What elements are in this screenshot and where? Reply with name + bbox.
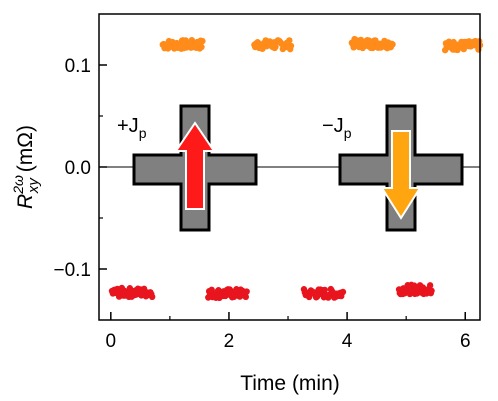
x-tick-label: 2 <box>224 331 235 352</box>
device-left: +Jp <box>117 104 258 232</box>
x-tick-label: 4 <box>342 331 353 352</box>
data-point <box>242 293 250 301</box>
data-point <box>286 37 293 44</box>
x-tick-label: 0 <box>106 331 117 352</box>
arrow-up-icon <box>174 121 216 210</box>
data-segment <box>441 37 484 54</box>
y-axis-label: R2ωxy (mΩ) <box>10 125 42 209</box>
data-point <box>287 42 295 50</box>
data-segment <box>348 35 396 52</box>
device-right: −Jp <box>322 104 464 232</box>
y-tick-label: 0.1 <box>65 56 91 77</box>
data-point <box>389 41 396 48</box>
data-point <box>321 286 328 294</box>
data-segment <box>300 285 347 301</box>
data-point <box>426 282 434 289</box>
data-segment <box>108 284 156 301</box>
y-tick-label: 0.0 <box>65 158 91 179</box>
data-segment <box>205 286 250 301</box>
arrow-down-icon <box>380 130 422 220</box>
data-segment <box>159 36 206 52</box>
annotation-minus-jp: −Jp <box>322 115 352 141</box>
data-series <box>108 35 484 301</box>
y-tick-label: −0.1 <box>53 260 91 281</box>
data-point <box>339 288 347 296</box>
annotation-plus-jp: +Jp <box>117 115 147 141</box>
data-segment <box>251 37 295 53</box>
data-point <box>428 287 435 294</box>
data-segment <box>395 281 435 298</box>
x-tick-label: 6 <box>460 331 471 352</box>
axis-ticks: 0 2 4 6 −0.1 0.0 0.1 <box>53 56 470 352</box>
x-axis-label: Time (min) <box>240 372 340 395</box>
data-point <box>199 37 206 45</box>
data-point <box>243 288 250 295</box>
data-point <box>198 43 205 51</box>
data-point <box>406 290 414 298</box>
data-point <box>148 293 156 300</box>
